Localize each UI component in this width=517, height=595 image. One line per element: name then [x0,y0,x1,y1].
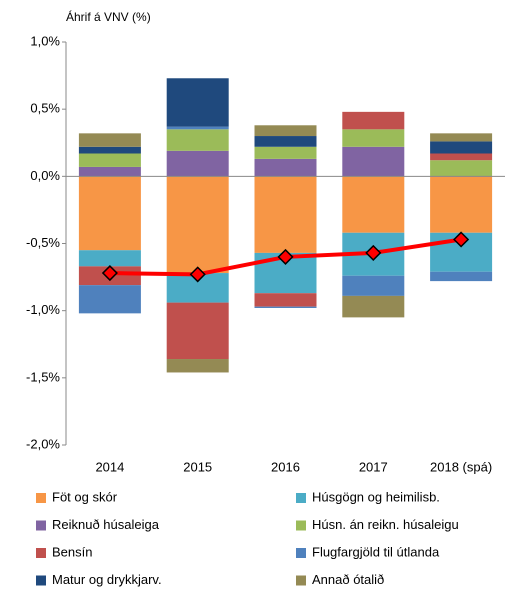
line-marker [189,266,206,283]
line-marker [101,264,118,282]
bar-segment [342,111,405,130]
legend-label: Húsgögn og heimilisb. [312,489,440,504]
y-tick-label: -1,0% [26,302,60,317]
bar-segment [166,359,229,373]
bar-segment [254,146,317,159]
legend-label: Föt og skór [52,489,118,504]
x-tick-label: 2018 (spá) [430,459,492,474]
legend-label: Annað ótalið [312,572,384,587]
bar-segment [430,141,493,154]
bar-segment [78,153,141,167]
bar-segment [430,153,493,161]
y-tick-label: -2,0% [26,436,60,451]
legend-swatch [296,520,306,531]
legend-label: Húsn. án reikn. húsaleigu [312,517,459,532]
bar-segment [430,271,493,282]
bar-segment [342,275,405,296]
y-tick-label: -0,5% [26,235,60,250]
x-tick-label: 2015 [183,459,212,474]
x-tick-label: 2016 [271,459,300,474]
bar-segment [78,285,141,314]
line-marker [277,248,294,265]
legend-label: Flugfargjöld til útlanda [312,544,440,559]
x-tick-label: 2014 [95,459,124,474]
legend-swatch [36,575,46,586]
x-tick-label: 2017 [359,459,388,474]
bar-segment [78,133,141,147]
bar-segment [254,125,317,137]
line-marker [453,231,470,248]
bar-segment [166,150,229,177]
bar-segment [254,158,317,177]
legend-swatch [36,548,46,558]
y-tick-label: -1,5% [26,369,60,384]
bar-segment [166,78,229,127]
legend-label: Reiknuð húsaleiga [52,517,160,532]
bar-segment [78,146,141,154]
legend-swatch [296,493,306,503]
bar-segment [166,176,229,274]
legend-label: Matur og drykkjarv. [52,572,162,587]
bar-segment [342,146,405,177]
bar-segment [342,176,405,233]
y-tick-label: 1,0% [30,33,60,48]
bar-segment [166,302,229,360]
bar-segment [78,250,141,267]
legend-swatch [296,575,306,586]
y-axis-label: Áhrif á VNV (%) [66,9,151,24]
bar-segment [254,176,317,253]
bar-segment [254,136,317,147]
line-marker [365,244,382,261]
y-tick-label: 0,0% [30,168,60,183]
bar-segment [166,126,229,130]
legend-swatch [36,520,46,531]
bar-segment [78,176,141,251]
bar-segment [430,160,493,177]
bar-segment [342,129,405,147]
y-tick-label: 0,5% [30,101,60,116]
legend-swatch [36,493,46,503]
bar-segment [430,176,493,233]
bar-segment [78,166,141,177]
legend-swatch [296,548,306,558]
legend-label: Bensín [52,544,92,559]
bar-segment [166,129,229,151]
bar-segment [254,306,317,308]
bar-segment [430,133,493,142]
bar-segment [342,295,405,318]
bar-segment [254,293,317,307]
